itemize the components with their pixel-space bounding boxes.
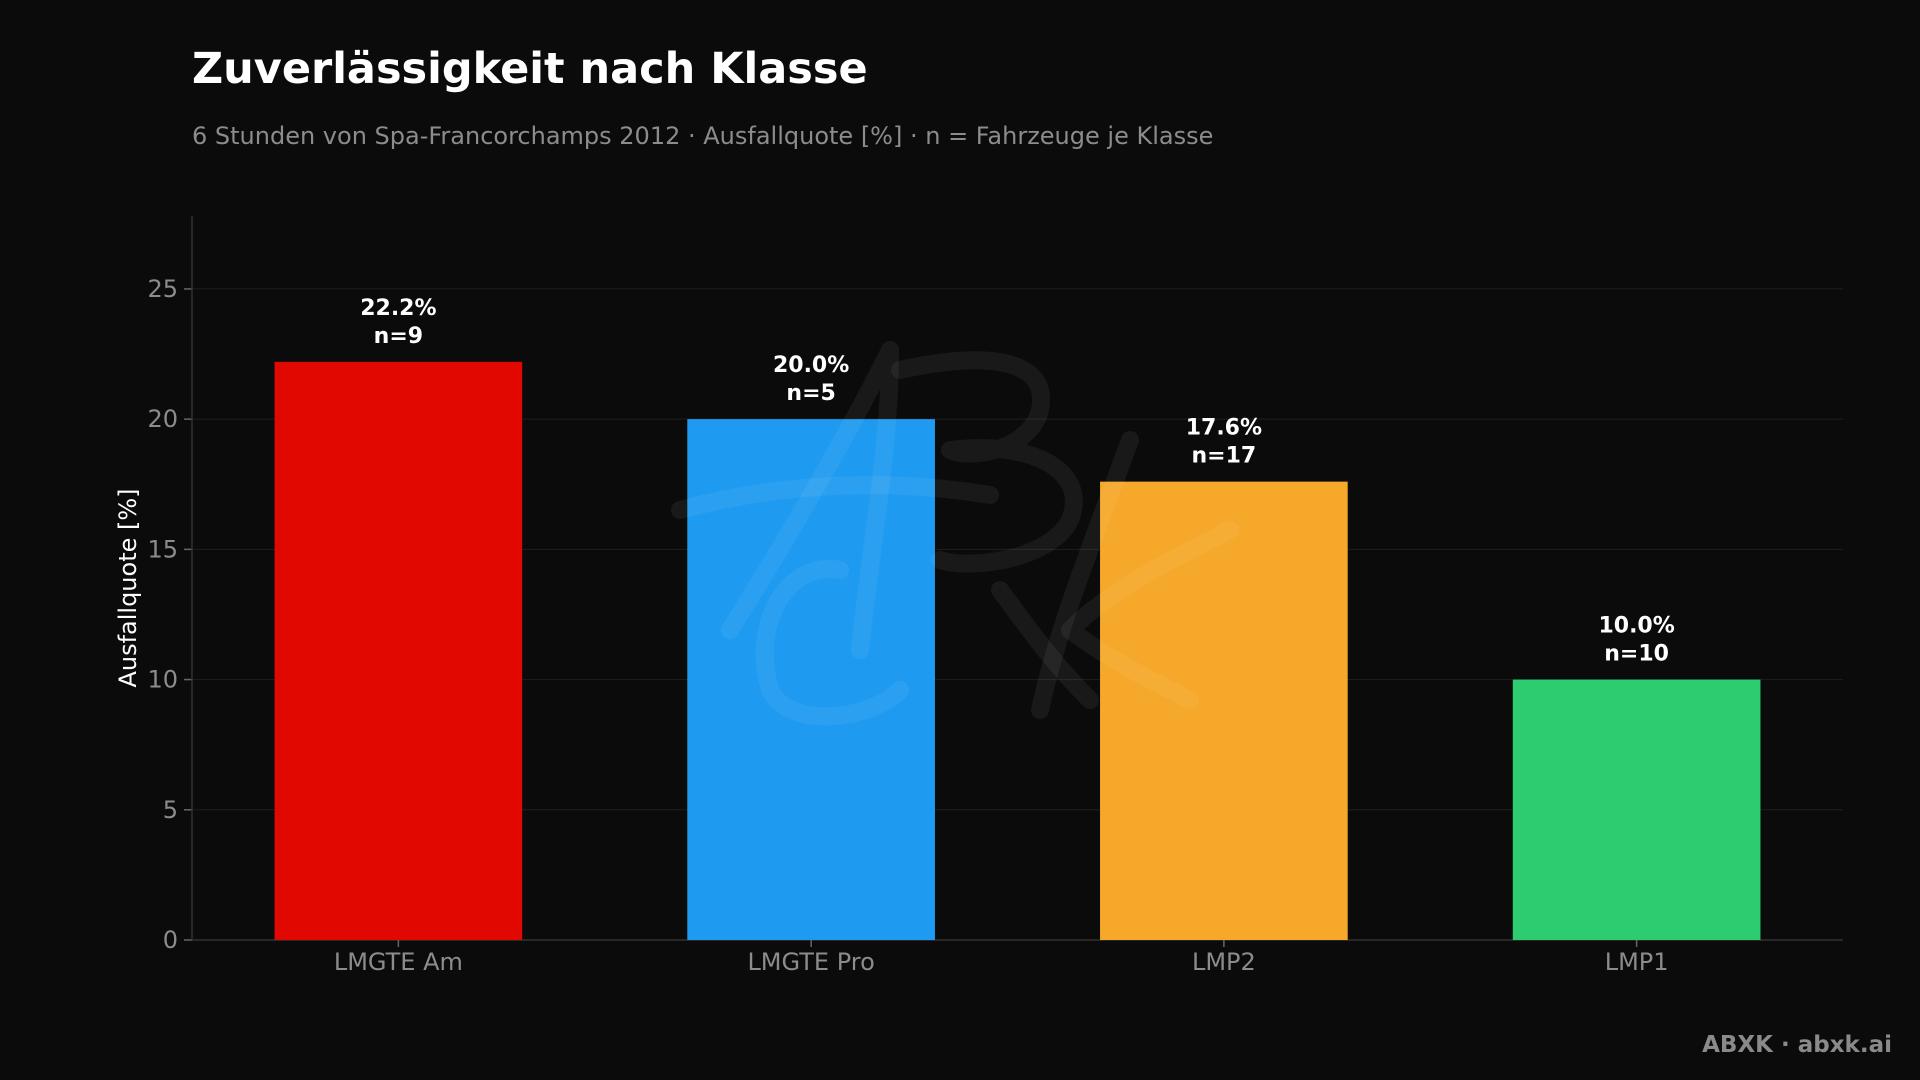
x-tick-label: LMGTE Am bbox=[334, 948, 463, 976]
x-tick-label: LMGTE Pro bbox=[747, 948, 874, 976]
data-labels: 22.2% n=9 20.0% n=5 17.6% n=17 10.0% n=10 bbox=[360, 296, 1675, 667]
x-tick-label: LMP2 bbox=[1192, 948, 1256, 976]
bar-value-label: 20.0% bbox=[773, 353, 849, 378]
y-tick-label: 10 bbox=[147, 666, 178, 694]
y-axis-label: Ausfallquote [%] bbox=[114, 488, 142, 687]
bar-lmp2 bbox=[1100, 481, 1348, 940]
bars bbox=[274, 361, 1761, 940]
bar-value-label: 22.2% bbox=[360, 296, 436, 321]
bar-lmgte-pro bbox=[687, 419, 935, 940]
chart-title: Zuverlässigkeit nach Klasse bbox=[192, 44, 868, 94]
y-tick-label: 25 bbox=[147, 275, 178, 303]
y-tick-label: 15 bbox=[147, 535, 178, 563]
footer-credit: ABXK · abxk.ai bbox=[1702, 1032, 1892, 1058]
bar-lmgte-am bbox=[274, 361, 523, 940]
bar-value-label: 17.6% bbox=[1186, 416, 1262, 441]
bar-n-label: n=10 bbox=[1604, 642, 1669, 667]
bar-lmp1 bbox=[1512, 679, 1761, 940]
bar-n-label: n=9 bbox=[374, 324, 423, 349]
bar-n-label: n=17 bbox=[1192, 444, 1257, 469]
chart-subtitle: 6 Stunden von Spa-Francorchamps 2012 · A… bbox=[192, 122, 1214, 150]
y-tick-label: 20 bbox=[147, 405, 178, 433]
y-tick-label: 5 bbox=[163, 796, 178, 824]
bar-value-label: 10.0% bbox=[1598, 614, 1674, 639]
x-tick-label: LMP1 bbox=[1605, 948, 1669, 976]
bar-n-label: n=5 bbox=[786, 381, 835, 406]
y-tick-label: 0 bbox=[163, 926, 178, 954]
